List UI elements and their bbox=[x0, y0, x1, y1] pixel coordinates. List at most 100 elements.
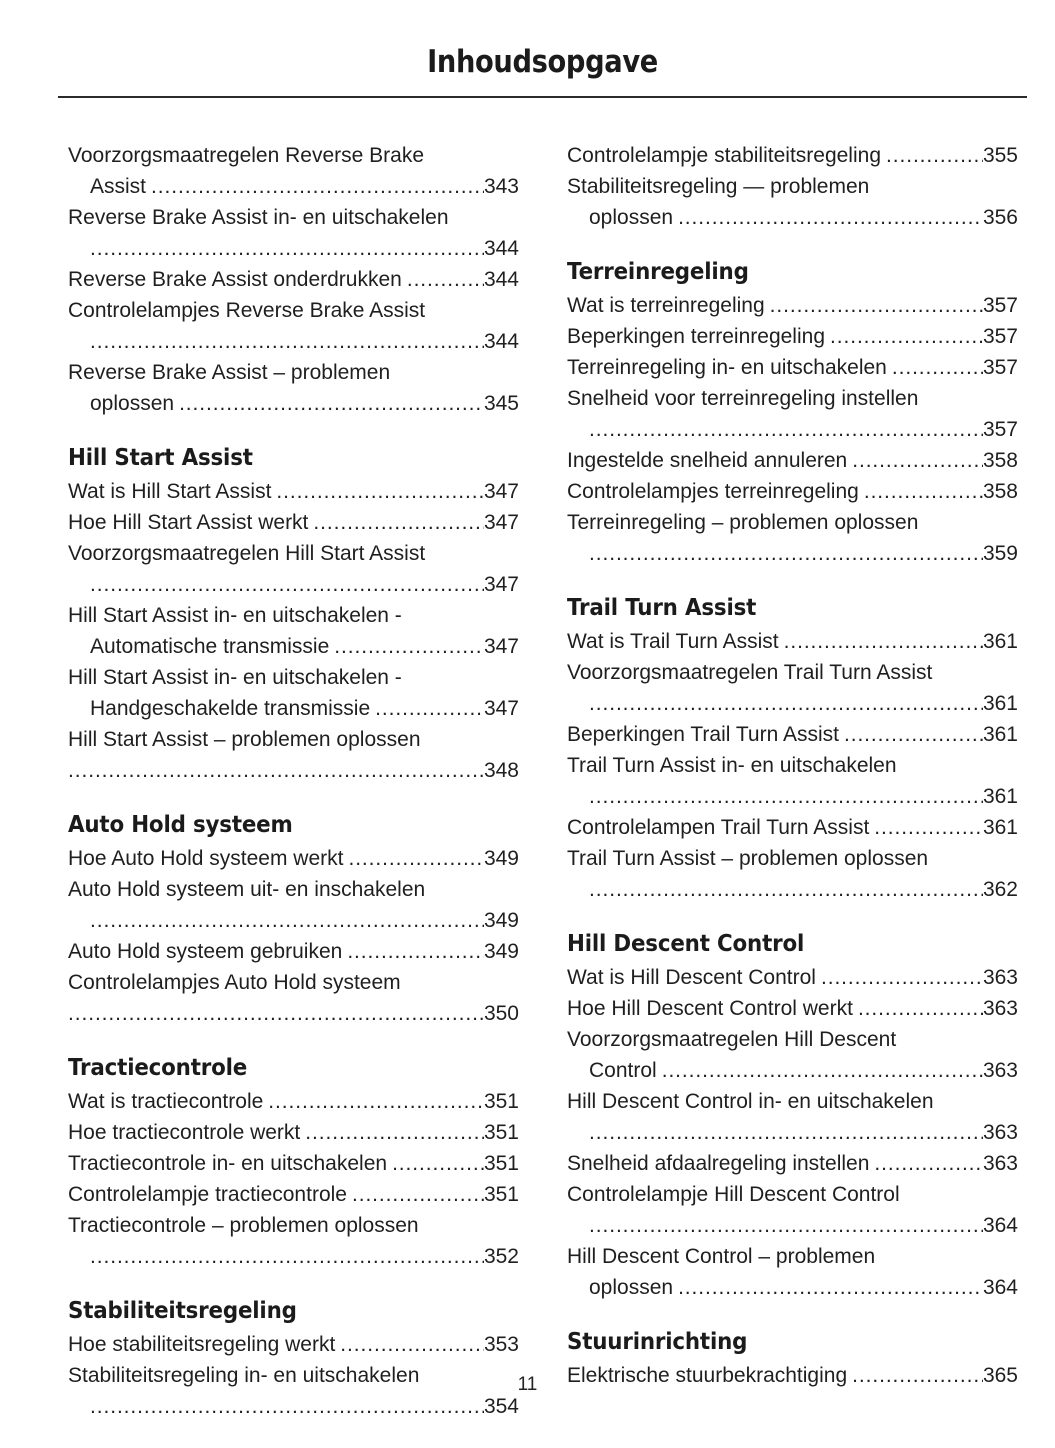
toc-entry-page: 358 bbox=[982, 449, 1018, 472]
toc-entry[interactable]: Ingestelde snelheid annuleren...........… bbox=[567, 445, 1018, 476]
toc-entry[interactable]: Hill Start Assist in- en uitschakelen - A… bbox=[68, 600, 519, 662]
toc-entry-label: Hill Descent Control in- en uitschakelen bbox=[567, 1090, 934, 1113]
toc-entry[interactable]: Terreinregeling in- en uitschakelen.....… bbox=[567, 352, 1018, 383]
toc-entry-tail: Automatische transmissie................… bbox=[68, 631, 519, 662]
toc-entry-label: Hill Descent Control – problemen bbox=[567, 1245, 876, 1268]
toc-entry[interactable]: Controlelampje Hill Descent Control.....… bbox=[567, 1179, 1018, 1241]
toc-entry[interactable]: Trail Turn Assist in- en uitschakelen...… bbox=[567, 750, 1018, 812]
toc-entry-label: Reverse Brake Assist onderdrukken bbox=[68, 268, 402, 291]
toc-entry-label: Controlelampje Hill Descent Control bbox=[567, 1183, 900, 1206]
toc-entry-label-cont: Automatische transmissie bbox=[90, 635, 330, 658]
leader-dots: ........................................… bbox=[334, 635, 484, 658]
toc-entry-page: 359 bbox=[982, 542, 1018, 565]
leader-dots: ........................................… bbox=[678, 1276, 983, 1299]
toc-entry[interactable]: Tractiecontrole – problemen oplossen....… bbox=[68, 1210, 519, 1272]
toc-entry-label: Reverse Brake Assist in- en uitschakelen bbox=[68, 206, 449, 229]
toc-entry[interactable]: Controlelampen Trail Turn Assist........… bbox=[567, 812, 1018, 843]
leader-dots: ........................................… bbox=[179, 392, 484, 415]
toc-entry[interactable]: Controlelampjes Reverse Brake Assist....… bbox=[68, 295, 519, 357]
toc-entry[interactable]: Voorzorgsmaatregelen Hill Descent Control… bbox=[567, 1024, 1018, 1086]
toc-entry[interactable]: Tractiecontrole in- en uitschakelen.....… bbox=[68, 1148, 519, 1179]
toc-entry-page: 352 bbox=[483, 1245, 519, 1268]
toc-entry-page: 353 bbox=[483, 1333, 519, 1356]
toc-entry-page: 364 bbox=[982, 1214, 1018, 1237]
toc-entry-page: 347 bbox=[483, 697, 519, 720]
toc-entry[interactable]: Voorzorgsmaatregelen Trail Turn Assist..… bbox=[567, 657, 1018, 719]
toc-entry-label: Controlelampjes Auto Hold systeem bbox=[68, 971, 401, 994]
toc-entry-page: 361 bbox=[982, 723, 1018, 746]
toc-entry[interactable]: Wat is tractiecontrole..................… bbox=[68, 1086, 519, 1117]
toc-entry-label: Controlelampen Trail Turn Assist bbox=[567, 816, 870, 839]
toc-entry[interactable]: Hill Descent Control – problemen oplossen… bbox=[567, 1241, 1018, 1303]
toc-entry[interactable]: Wat is terreinregeling..................… bbox=[567, 290, 1018, 321]
toc-entry-label: Auto Hold systeem gebruiken bbox=[68, 940, 343, 963]
toc-entry-tail: ........................................… bbox=[567, 538, 1018, 569]
toc-entry[interactable]: Hoe Hill Start Assist werkt.............… bbox=[68, 507, 519, 538]
toc-entry[interactable]: Hoe Auto Hold systeem werkt.............… bbox=[68, 843, 519, 874]
toc-entry[interactable]: Terreinregeling – problemen oplossen....… bbox=[567, 507, 1018, 569]
leader-dots: ........................................… bbox=[589, 878, 983, 901]
toc-entry-label: Wat is terreinregeling bbox=[567, 294, 765, 317]
toc-entry-page: 364 bbox=[982, 1276, 1018, 1299]
toc-entry[interactable]: Auto Hold systeem uit- en inschakelen...… bbox=[68, 874, 519, 936]
toc-entry-page: 363 bbox=[982, 1121, 1018, 1144]
toc-entry-label: Hoe stabiliteitsregeling werkt bbox=[68, 1333, 336, 1356]
leader-dots: ........................................… bbox=[392, 1152, 484, 1175]
toc-entry[interactable]: Stabiliteitsregeling in- en uitschakelen… bbox=[68, 1360, 519, 1422]
toc-entry-label: Wat is tractiecontrole bbox=[68, 1090, 264, 1113]
toc-entry-page: 347 bbox=[483, 635, 519, 658]
toc-entry-label: Beperkingen Trail Turn Assist bbox=[567, 723, 839, 746]
leader-dots: ........................................… bbox=[589, 692, 983, 715]
toc-entry[interactable]: Beperkingen Trail Turn Assist...........… bbox=[567, 719, 1018, 750]
toc-entry-page: 357 bbox=[982, 325, 1018, 348]
toc-entry[interactable]: Hoe stabiliteitsregeling werkt..........… bbox=[68, 1329, 519, 1360]
leader-dots: ........................................… bbox=[406, 268, 484, 291]
toc-entry[interactable]: Auto Hold systeem gebruiken.............… bbox=[68, 936, 519, 967]
toc-entry[interactable]: Hill Start Assist in- en uitschakelen - H… bbox=[68, 662, 519, 724]
toc-entry[interactable]: Voorzorgsmaatregelen Reverse Brake Assist… bbox=[68, 140, 519, 202]
toc-entry[interactable]: Wat is Trail Turn Assist................… bbox=[567, 626, 1018, 657]
toc-entry[interactable]: Hoe tractiecontrole werkt...............… bbox=[68, 1117, 519, 1148]
toc-section-heading: Stuurinrichting bbox=[567, 1329, 748, 1355]
toc-entry-tail: ........................................… bbox=[68, 1391, 519, 1422]
leader-dots: ........................................… bbox=[90, 573, 484, 596]
toc-entry-page: 344 bbox=[483, 237, 519, 260]
toc-entry-label: Hoe tractiecontrole werkt bbox=[68, 1121, 301, 1144]
toc-entry[interactable]: Snelheid voor terreinregeling instellen.… bbox=[567, 383, 1018, 445]
toc-entry-tail: ........................................… bbox=[68, 755, 519, 786]
toc-entry[interactable]: Hill Descent Control in- en uitschakelen… bbox=[567, 1086, 1018, 1148]
toc-entry[interactable]: Controlelampjes Auto Hold systeem.......… bbox=[68, 967, 519, 1029]
toc-entry[interactable]: Snelheid afdaalregeling instellen.......… bbox=[567, 1148, 1018, 1179]
toc-entry[interactable]: Voorzorgsmaatregelen Hill Start Assist..… bbox=[68, 538, 519, 600]
toc-section: Hill Descent Control Wat is Hill Descent … bbox=[567, 930, 1018, 1303]
leader-dots: ........................................… bbox=[589, 1214, 983, 1237]
toc-entry[interactable]: Controlelampje tractiecontrole..........… bbox=[68, 1179, 519, 1210]
page-title: Inhoudsopgave bbox=[427, 44, 658, 80]
toc-entry-tail: oplossen................................… bbox=[567, 1272, 1018, 1303]
leader-dots: ........................................… bbox=[589, 1121, 983, 1144]
toc-entry[interactable]: Reverse Brake Assist in- en uitschakelen… bbox=[68, 202, 519, 264]
toc-entry[interactable]: Controlelampje stabiliteitsregeling.....… bbox=[567, 140, 1018, 171]
toc-entry[interactable]: Beperkingen terreinregeling.............… bbox=[567, 321, 1018, 352]
toc-entry[interactable]: Wat is Hill Start Assist................… bbox=[68, 476, 519, 507]
toc-entry-label-cont: oplossen bbox=[589, 206, 674, 229]
toc-entry[interactable]: Reverse Brake Assist onderdrukken.......… bbox=[68, 264, 519, 295]
toc-entry-tail: ........................................… bbox=[567, 874, 1018, 905]
leader-dots: ........................................… bbox=[375, 697, 484, 720]
toc-entry[interactable]: Reverse Brake Assist – problemen oplossen… bbox=[68, 357, 519, 419]
toc-entry-tail: ........................................… bbox=[68, 1241, 519, 1272]
toc-entry-page: 355 bbox=[982, 144, 1018, 167]
toc-entry[interactable]: Elektrische stuurbekrachtiging..........… bbox=[567, 1360, 1018, 1391]
toc-entry-page: 357 bbox=[982, 418, 1018, 441]
toc-entry[interactable]: Hill Start Assist – problemen oplossen..… bbox=[68, 724, 519, 786]
toc-entry[interactable]: Wat is Hill Descent Control.............… bbox=[567, 962, 1018, 993]
toc-section-heading: Hill Descent Control bbox=[567, 931, 805, 957]
toc-entry[interactable]: Controlelampjes terreinregeling.........… bbox=[567, 476, 1018, 507]
toc-entry-label: Controlelampje tractiecontrole bbox=[68, 1183, 347, 1206]
toc-entry-label: Hoe Hill Descent Control werkt bbox=[567, 997, 853, 1020]
toc-entry[interactable]: Stabiliteitsregeling — problemen oplossen… bbox=[567, 171, 1018, 233]
toc-entry-page: 361 bbox=[982, 692, 1018, 715]
toc-entry[interactable]: Trail Turn Assist – problemen oplossen..… bbox=[567, 843, 1018, 905]
toc-entry[interactable]: Hoe Hill Descent Control werkt..........… bbox=[567, 993, 1018, 1024]
toc-entry-page: 348 bbox=[483, 759, 519, 782]
